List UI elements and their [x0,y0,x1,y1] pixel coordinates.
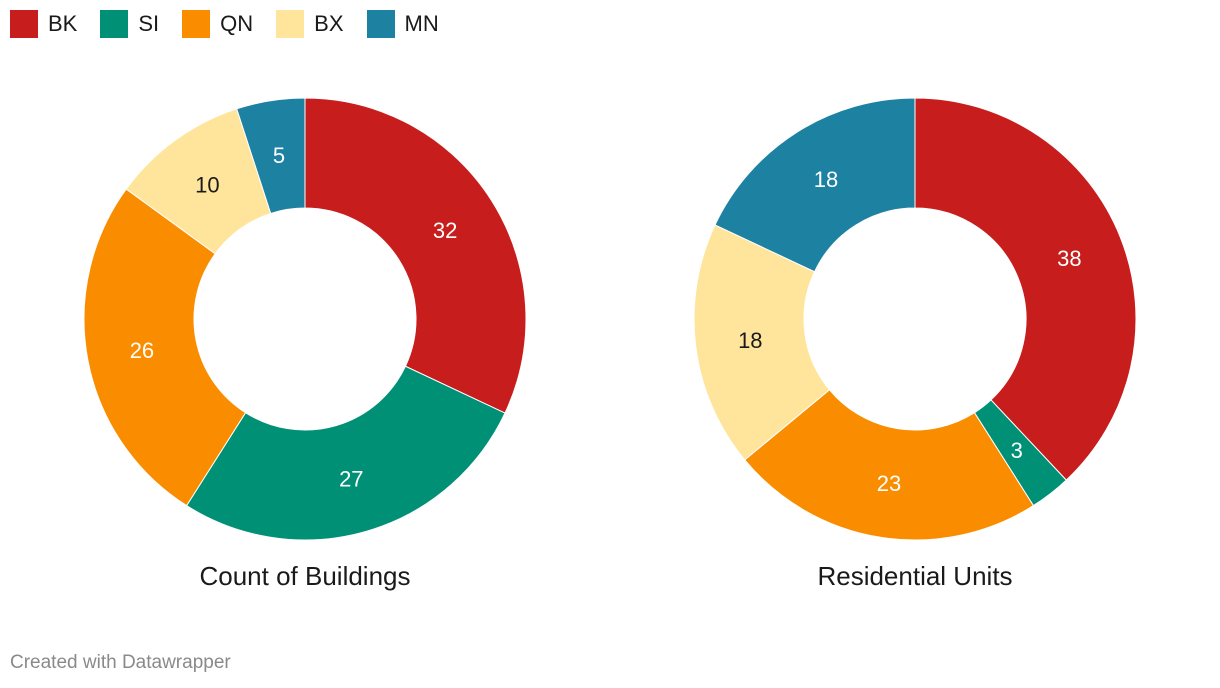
legend-swatch-qn [182,10,211,38]
chart-title-2: Residential Units [817,561,1012,591]
slice-mn-chart-1 [236,97,306,215]
value-label-bx-chart-1: 10 [195,173,219,198]
legend-label-mn: MN [404,11,439,36]
legend-item-si: SI [100,10,159,38]
legend-item-bx: BX [276,10,344,38]
legend-swatch-bx [276,10,305,38]
slice-bx-chart-2 [693,224,831,461]
legend-swatch-si [100,10,129,38]
footer-credit: Created with Datawrapper [10,652,231,673]
value-label-bk-chart-2: 38 [1057,246,1081,271]
value-label-si-chart-1: 27 [339,466,363,491]
value-label-bk-chart-1: 32 [433,218,457,243]
slice-mn-chart-2 [714,97,916,273]
legend-label-si: SI [138,11,160,36]
slice-bk-chart-1 [304,97,527,414]
slice-qn-chart-2 [744,389,1035,541]
value-label-bx-chart-2: 18 [738,328,762,353]
value-label-qn-chart-2: 23 [877,471,901,496]
legend-item-bk: BK [10,10,77,38]
value-label-mn-chart-2: 18 [814,167,838,192]
legend-label-qn: QN [220,11,254,36]
slice-bk-chart-2 [914,97,1137,481]
legend-label-bx: BX [314,11,344,36]
legend-swatch-bk [10,10,38,38]
legend-item-mn: MN [366,10,439,38]
legend-label-bk: BK [48,11,78,36]
legend-item-qn: QN [182,10,253,38]
chart-title-1: Count of Buildings [199,561,410,591]
slice-si-chart-1 [185,365,506,541]
value-label-qn-chart-1: 26 [130,338,154,363]
legend-swatch-mn [366,10,395,38]
slice-qn-chart-1 [83,188,247,507]
legend: BK SI QN BX MN [10,10,462,38]
value-label-mn-chart-1: 5 [273,143,285,168]
value-label-si-chart-2: 3 [1011,438,1023,463]
